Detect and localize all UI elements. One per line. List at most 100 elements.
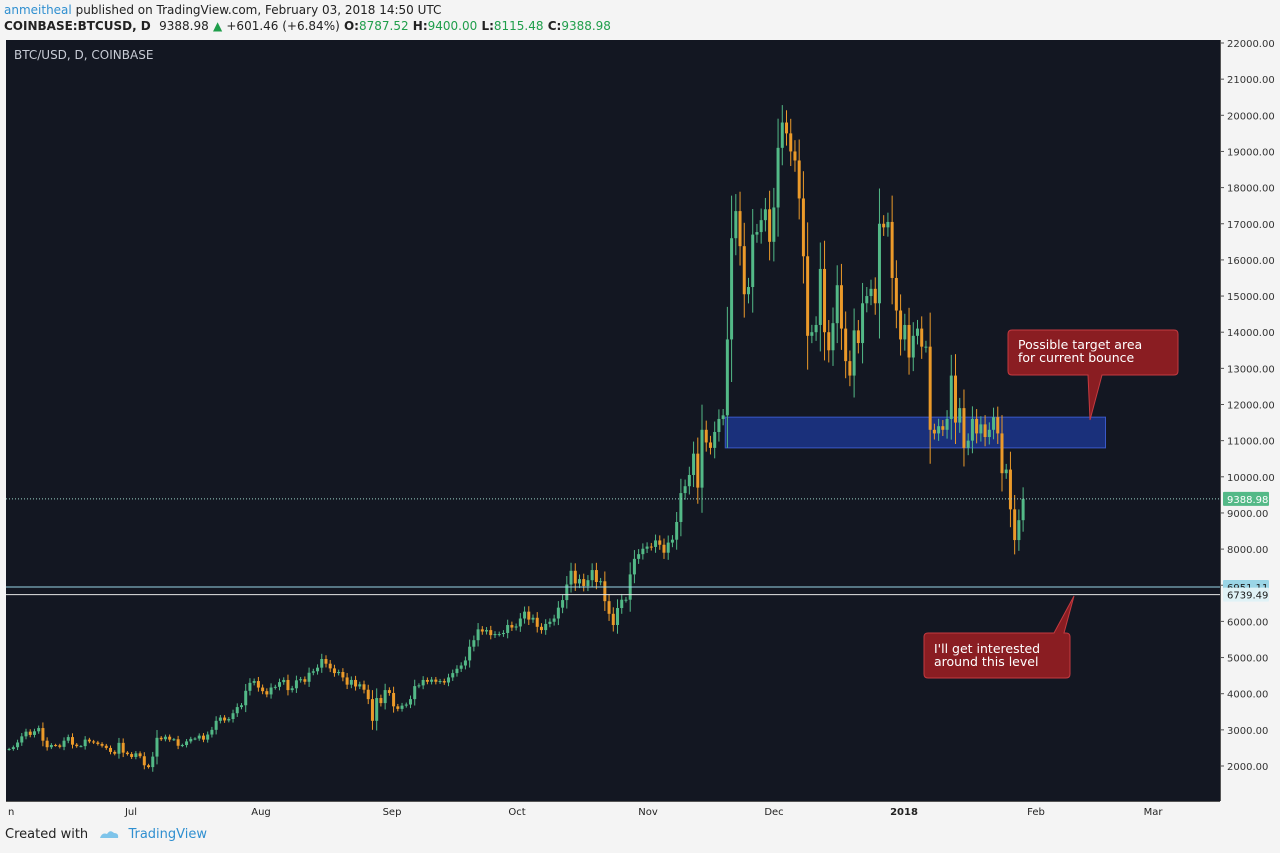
candle-body <box>20 736 24 743</box>
candle-body <box>873 288 877 304</box>
candle-body <box>214 720 218 730</box>
candle-body <box>54 745 58 747</box>
y-tick-label: 6000.00 <box>1227 617 1268 628</box>
candle-body <box>616 608 620 626</box>
candle-body <box>645 546 649 549</box>
candle-body <box>248 682 252 691</box>
candle-body <box>341 672 345 678</box>
candle-body <box>362 684 366 690</box>
candle-body <box>561 600 565 608</box>
candle-body <box>100 743 104 746</box>
level-2-tag: 6739.49 <box>1227 591 1268 602</box>
candle-body <box>958 408 962 423</box>
candle-body <box>83 739 87 747</box>
candle-body <box>501 632 505 635</box>
y-tick-label: 13000.00 <box>1227 364 1275 375</box>
candle-body <box>996 417 1000 434</box>
candle-body <box>552 618 556 622</box>
candle-body <box>869 288 873 297</box>
candle-body <box>692 453 696 475</box>
author-link[interactable]: anmeitheal <box>4 3 72 17</box>
interest-level-callout-text: I'll get interested <box>934 641 1040 656</box>
candle-body <box>92 741 96 743</box>
candle-body <box>793 151 797 161</box>
candle-body <box>666 542 670 553</box>
current-price-tag: 9388.98 <box>1227 495 1268 506</box>
candle-body <box>290 688 294 691</box>
tradingview-link[interactable]: TradingView <box>128 827 207 842</box>
open-label: O: <box>343 19 359 33</box>
candle-body <box>256 681 260 688</box>
candle-body <box>632 558 636 575</box>
candle-body <box>273 686 277 688</box>
symbol: COINBASE:BTCUSD, D <box>4 19 151 33</box>
candle-body <box>159 737 163 740</box>
x-tick-label: 2018 <box>890 807 918 818</box>
candle-body <box>700 429 704 488</box>
candle-body <box>594 570 598 582</box>
candle-body <box>675 521 679 540</box>
y-tick-label: 19000.00 <box>1227 147 1275 158</box>
candle-body <box>497 634 501 636</box>
candle-body <box>261 687 265 692</box>
candle-body <box>654 540 658 547</box>
candle-body <box>383 690 387 704</box>
candle-body <box>434 679 438 682</box>
y-tick-label: 20000.00 <box>1227 111 1275 122</box>
candle-body <box>708 442 712 448</box>
y-tick-label: 10000.00 <box>1227 473 1275 484</box>
candle-body <box>539 626 543 631</box>
candle-body <box>269 687 273 695</box>
candle-body <box>231 713 235 720</box>
target-area-callout-bubble <box>1007 329 1179 421</box>
candle-body <box>882 223 886 228</box>
candle-body <box>603 581 607 602</box>
candle-body <box>780 122 784 148</box>
y-tick-label: 3000.00 <box>1227 726 1268 737</box>
y-tick-label: 5000.00 <box>1227 654 1268 665</box>
candle-body <box>894 277 898 311</box>
candle-body <box>962 408 966 448</box>
published-text: published on TradingView.com, February 0… <box>75 3 442 17</box>
candle-body <box>518 618 522 627</box>
candle-body <box>823 268 827 333</box>
candle-body <box>797 160 801 199</box>
candle-body <box>839 285 843 329</box>
candle-body <box>447 677 451 683</box>
candle-body <box>920 328 924 347</box>
y-tick-label: 12000.00 <box>1227 401 1275 412</box>
candle-body <box>193 738 197 740</box>
price-axis-panel <box>1220 40 1274 801</box>
candle-body <box>463 660 467 666</box>
candle-body <box>831 323 835 351</box>
candle-body <box>489 630 493 636</box>
candle-body <box>32 731 36 735</box>
candle-body <box>649 546 653 548</box>
candle-body <box>928 346 932 430</box>
candle-body <box>573 570 577 584</box>
candle-body <box>345 677 349 685</box>
candle-body <box>1004 469 1008 474</box>
candle-body <box>138 753 142 757</box>
candle-body <box>523 611 527 619</box>
candle-body <box>476 629 480 641</box>
candle-body <box>49 745 53 748</box>
target-area-callout-text: for current bounce <box>1018 350 1135 365</box>
candle-body <box>742 246 746 295</box>
candle-body <box>755 232 759 235</box>
candle-body <box>506 625 510 633</box>
candle-body <box>903 324 907 340</box>
candle-body <box>937 426 941 434</box>
candle-body <box>480 629 484 632</box>
candle-body <box>772 207 776 242</box>
candle-body <box>316 667 320 672</box>
interest-level-callout-text: around this level <box>934 654 1038 669</box>
candle-body <box>565 584 569 601</box>
candle-body <box>303 679 307 682</box>
high-label: H: <box>412 19 428 33</box>
candle-body <box>569 570 573 585</box>
candle-body <box>459 665 463 669</box>
candle-body <box>852 330 856 376</box>
x-tick-label: Mar <box>1144 807 1164 818</box>
